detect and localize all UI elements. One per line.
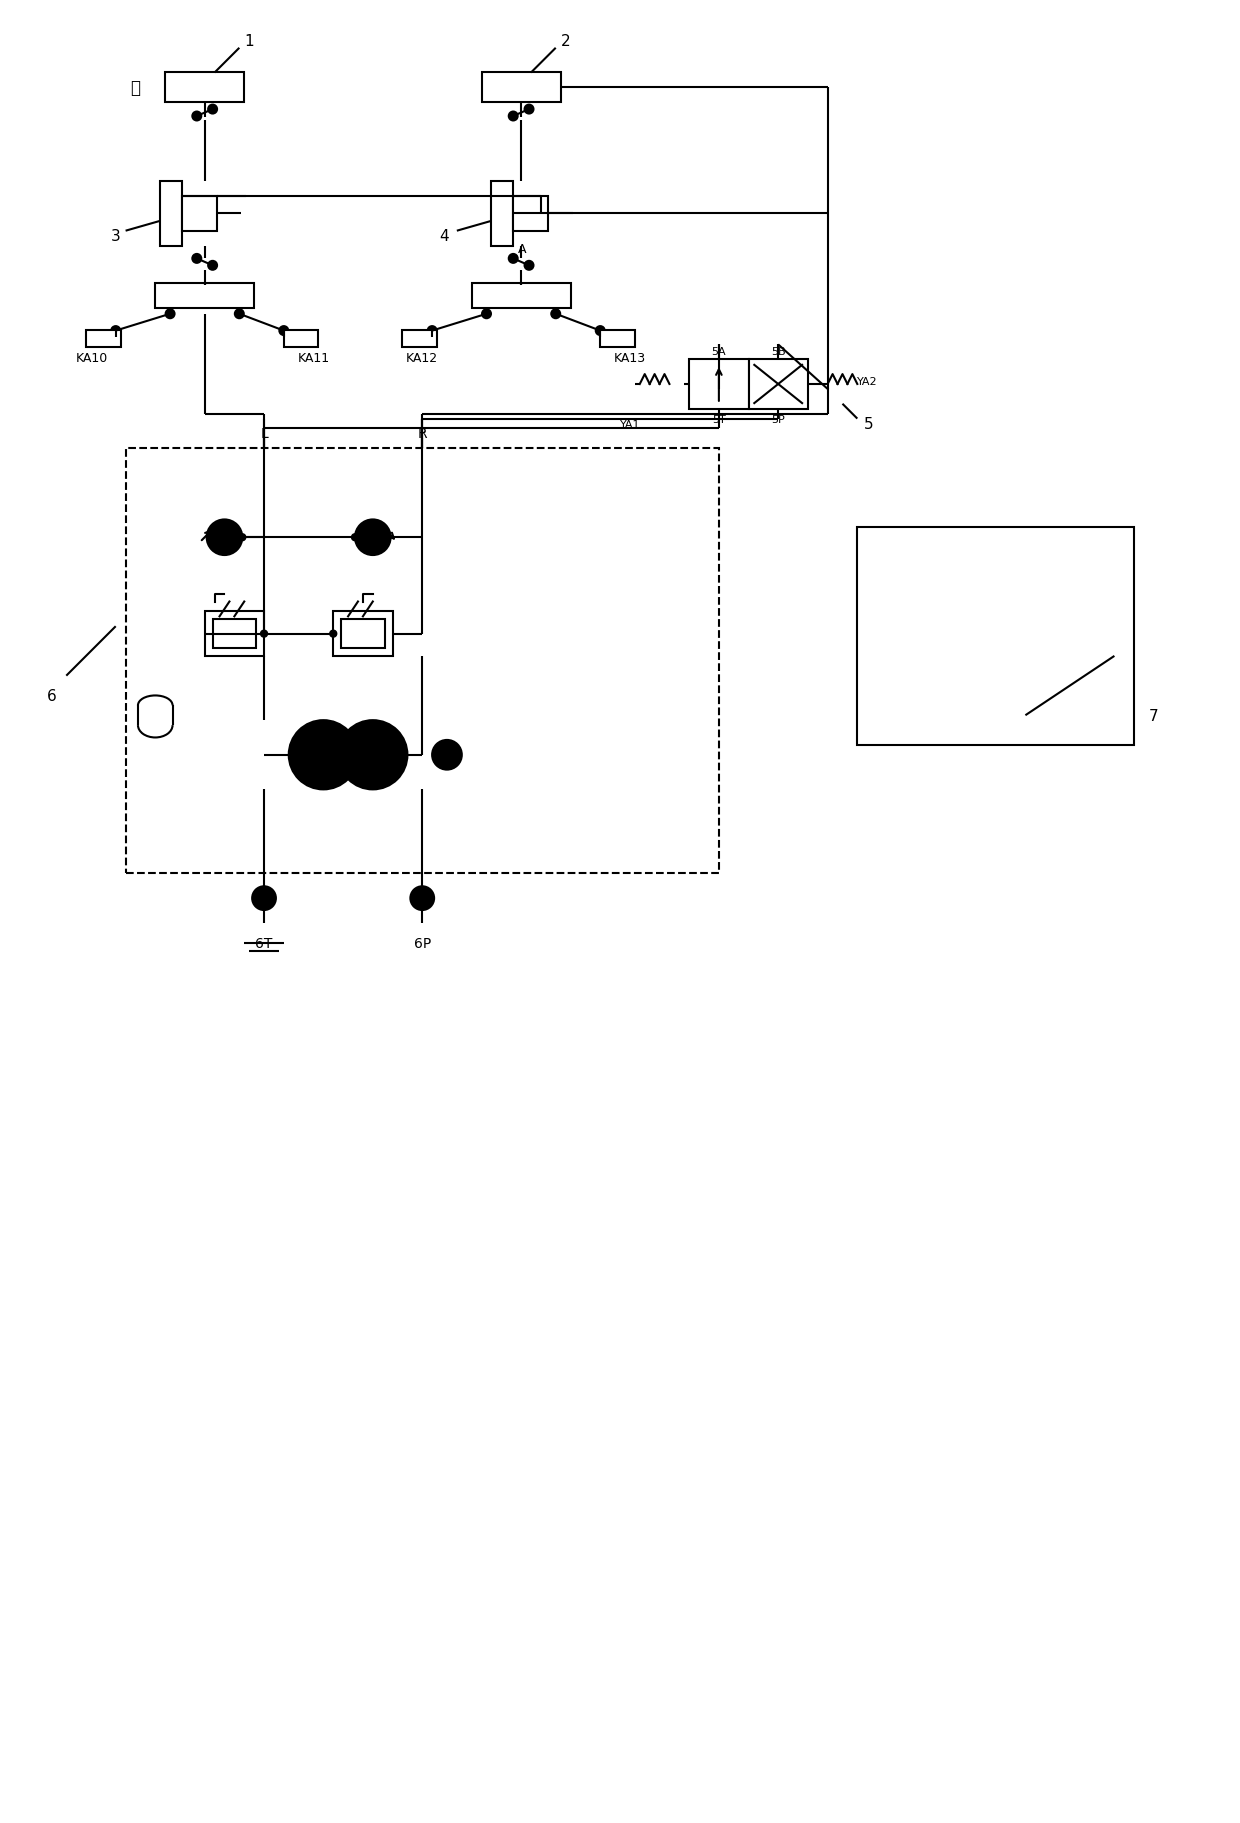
Text: 2: 2 [560,35,570,49]
Circle shape [428,326,436,335]
Text: 1: 1 [244,35,254,49]
Bar [155,284,254,308]
Text: L: L [260,427,268,441]
Circle shape [339,720,408,789]
Text: 6P: 6P [414,937,430,950]
Bar [749,361,808,410]
Circle shape [112,326,120,335]
Text: 5A: 5A [712,346,727,357]
Text: 3: 3 [110,230,120,244]
Text: YA1: YA1 [620,419,640,428]
Bar [212,620,257,649]
Circle shape [525,263,533,270]
Text: A: A [518,242,527,255]
Circle shape [208,263,217,270]
Text: 5T: 5T [712,414,725,425]
Text: KA12: KA12 [407,352,438,365]
Text: 5B: 5B [771,346,785,357]
Bar [471,284,570,308]
Circle shape [166,310,175,319]
Circle shape [355,520,391,556]
Bar [334,613,393,656]
Circle shape [252,886,275,910]
Circle shape [289,720,358,789]
Bar [284,330,319,348]
Text: 5P: 5P [771,414,785,425]
Circle shape [595,326,605,335]
Bar [857,529,1135,746]
Bar [165,73,244,104]
Text: 6: 6 [47,689,56,704]
Circle shape [525,106,533,115]
Circle shape [208,106,217,115]
Bar [86,330,120,348]
Circle shape [330,631,337,638]
Bar [403,330,436,348]
Circle shape [410,886,434,910]
Bar [341,620,384,649]
Bar [205,613,264,656]
Text: YA2: YA2 [857,377,878,386]
Text: 右: 右 [130,78,140,97]
Bar [491,182,513,246]
Text: 5: 5 [864,417,874,432]
Circle shape [234,310,244,319]
Text: 6T: 6T [255,937,273,950]
Circle shape [482,310,491,319]
Bar [182,197,217,232]
Circle shape [260,631,268,638]
Bar [481,73,560,104]
Text: R: R [418,427,427,441]
Circle shape [352,534,358,541]
Bar [689,361,749,410]
Bar [600,330,635,348]
Circle shape [192,255,201,264]
Bar [160,182,182,246]
Circle shape [239,534,246,541]
Text: KA13: KA13 [614,352,646,365]
Bar [125,448,719,873]
Circle shape [552,310,560,319]
Circle shape [207,520,242,556]
Circle shape [192,113,201,122]
Text: 7: 7 [1149,709,1158,724]
Circle shape [508,255,517,264]
Text: KA10: KA10 [76,352,108,365]
Circle shape [432,740,461,769]
Text: 4: 4 [439,230,449,244]
Text: KA11: KA11 [298,352,330,365]
Bar [513,197,548,232]
Circle shape [279,326,288,335]
Circle shape [508,113,517,122]
